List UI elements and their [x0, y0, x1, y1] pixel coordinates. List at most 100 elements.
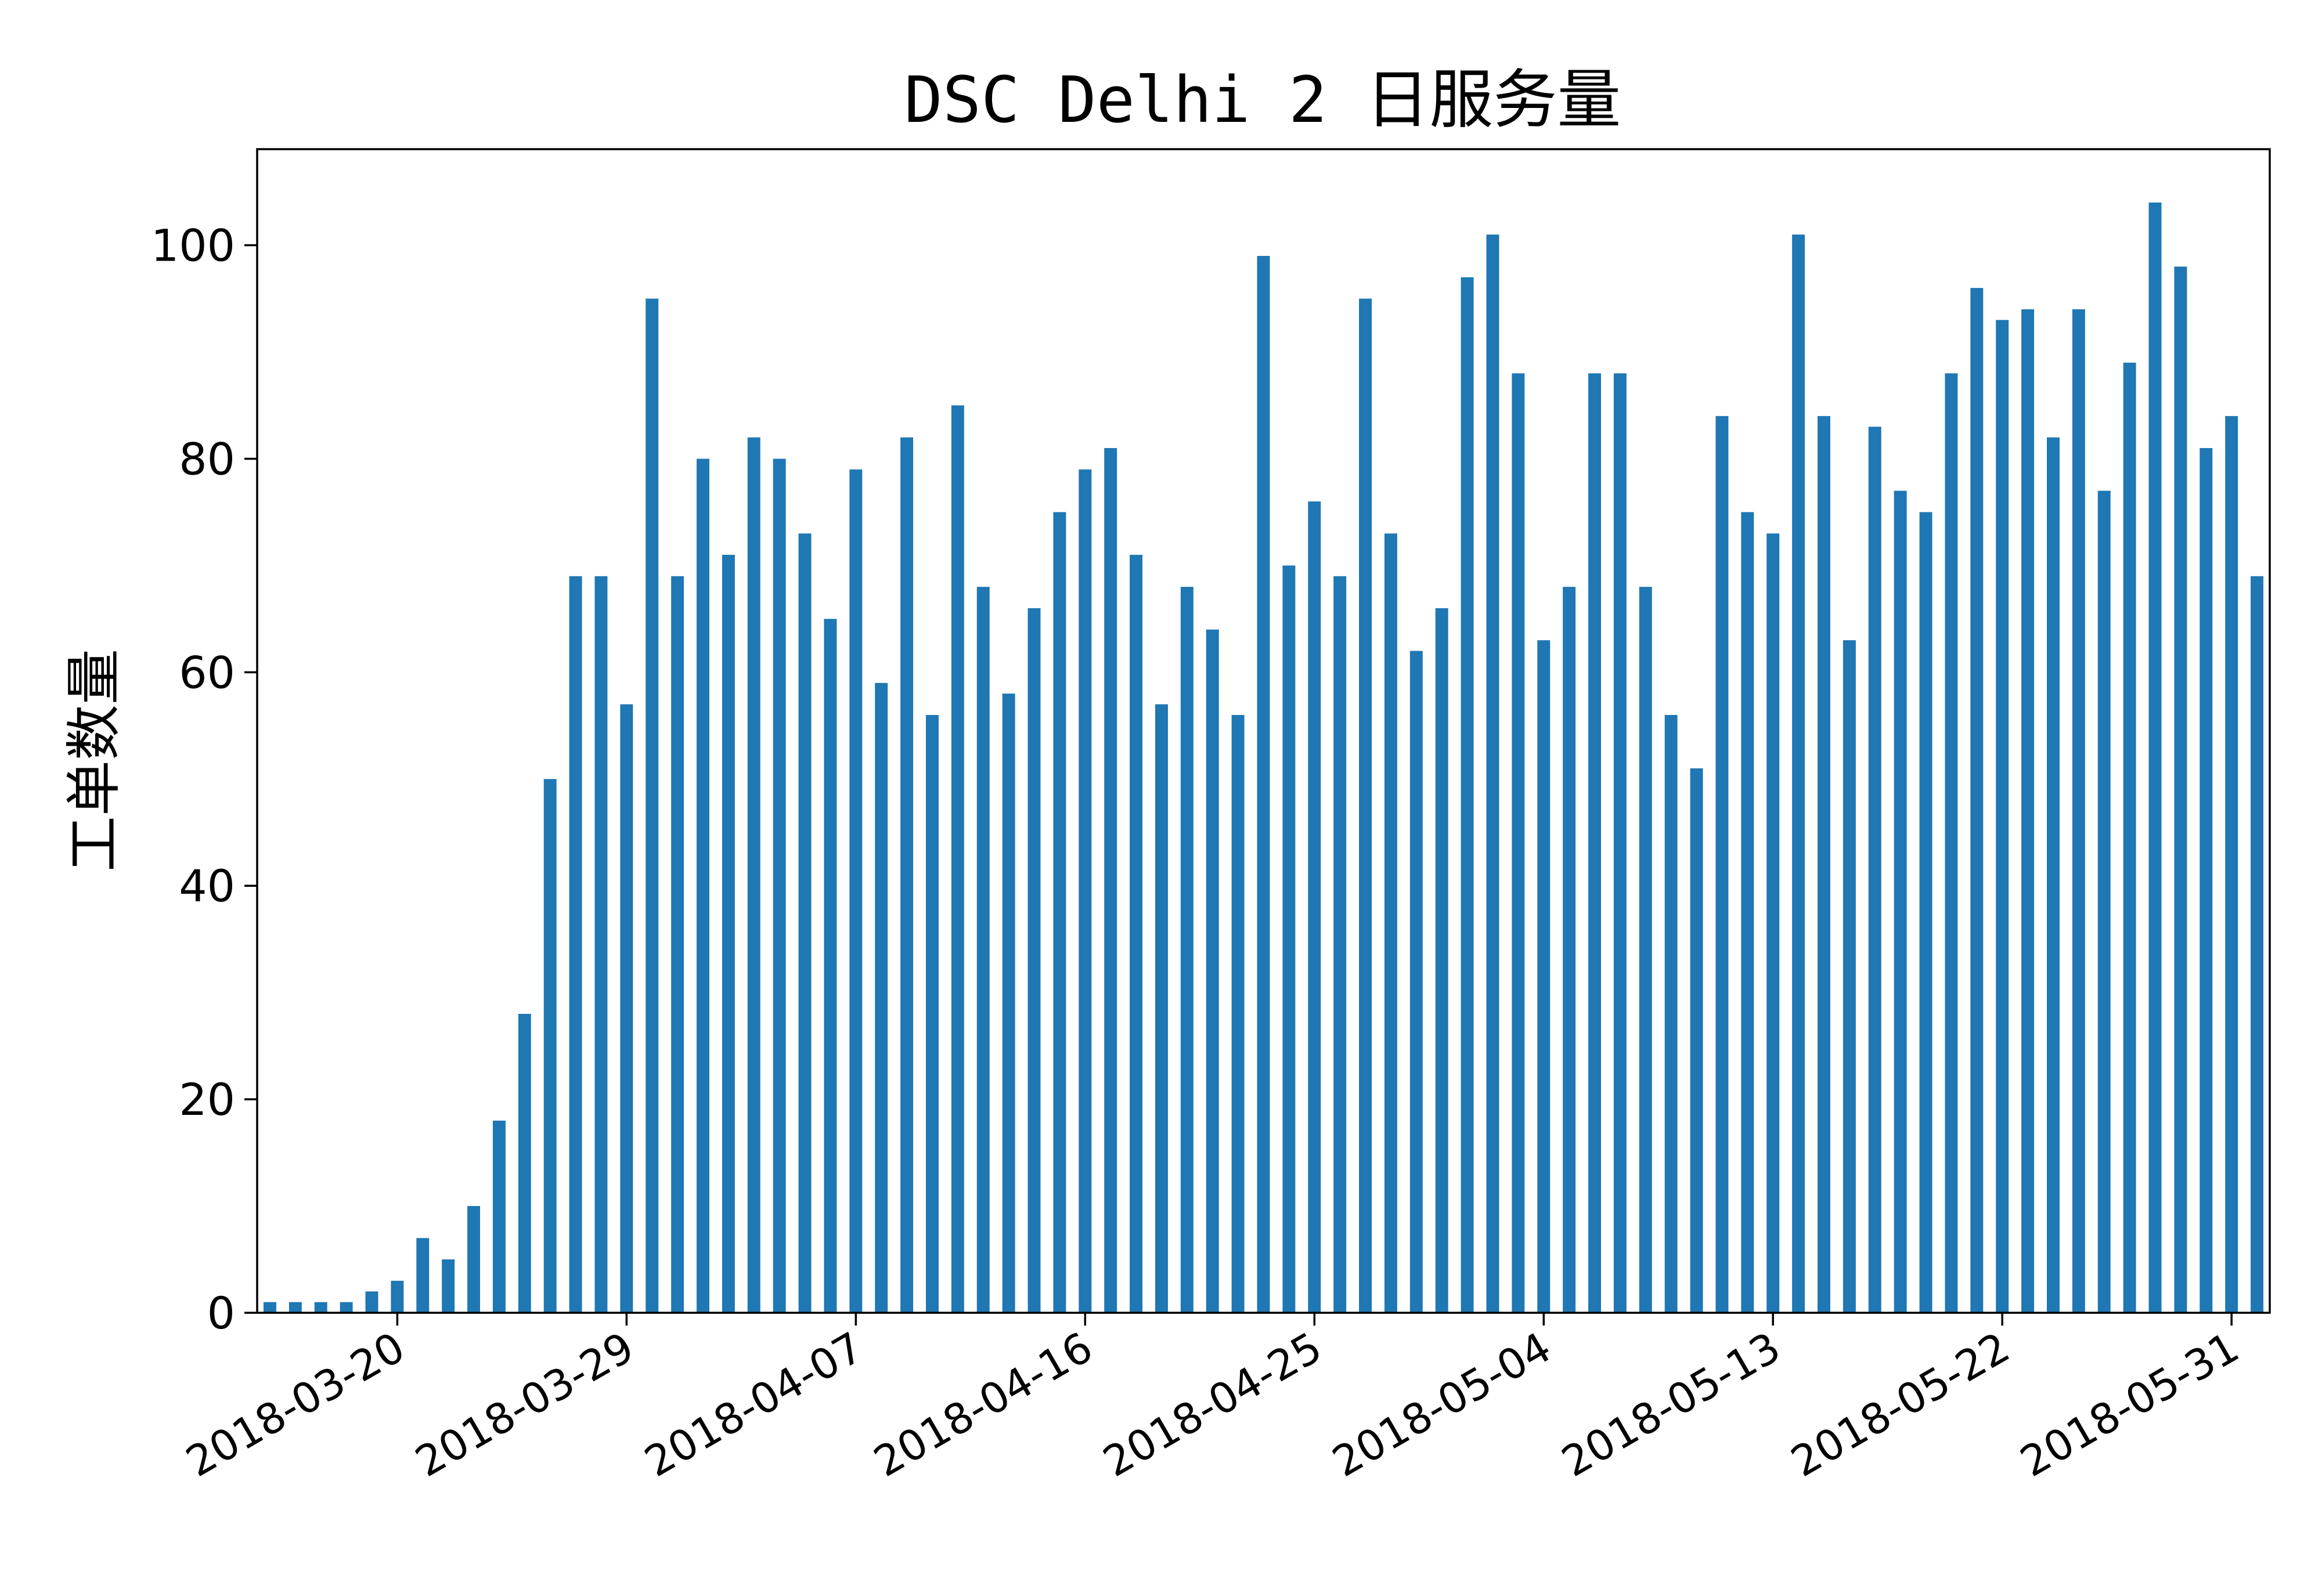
- bar-2018-05-31: [2225, 416, 2238, 1313]
- y-axis-ticks: 0 20 40 60 80 100: [151, 220, 257, 1339]
- bar-2018-03-20: [391, 1280, 404, 1313]
- bar-2018-04-17: [1104, 448, 1117, 1313]
- chart-title: DSC Delhi 2 日服务量: [904, 63, 1621, 137]
- bar-2018-04-11: [951, 405, 964, 1313]
- bar-2018-04-04: [773, 458, 786, 1313]
- bar-2018-04-13: [1002, 694, 1015, 1313]
- bar-2018-05-07: [1613, 373, 1627, 1313]
- y-tick-label: 20: [179, 1074, 235, 1125]
- bar-2018-03-23: [467, 1206, 481, 1313]
- bar-2018-05-18: [1894, 490, 1907, 1313]
- bar-2018-03-19: [365, 1291, 378, 1313]
- bar-2018-05-16: [1843, 640, 1856, 1313]
- bar-2018-05-03: [1512, 373, 1525, 1313]
- bar-2018-05-17: [1868, 427, 1881, 1313]
- bar-2018-03-29: [620, 704, 633, 1313]
- x-tick-label: 2018-04-07: [636, 1323, 871, 1486]
- bar-2018-04-25: [1308, 501, 1321, 1313]
- x-axis-ticks: 2018-03-202018-03-292018-04-072018-04-16…: [178, 1313, 2247, 1486]
- bar-2018-04-18: [1130, 554, 1143, 1313]
- bar-2018-03-16: [289, 1302, 302, 1313]
- bar-2018-04-21: [1206, 629, 1219, 1313]
- x-tick-label: 2018-05-22: [1783, 1323, 2017, 1486]
- bar-2018-04-30: [1435, 608, 1448, 1313]
- bar-2018-03-17: [314, 1302, 327, 1313]
- bar-2018-04-01: [697, 458, 709, 1313]
- bar-2018-05-10: [1690, 768, 1703, 1313]
- bar-2018-05-29: [2174, 266, 2187, 1313]
- bar-2018-03-21: [416, 1238, 430, 1313]
- bar-2018-03-30: [646, 298, 659, 1313]
- bar-2018-05-02: [1486, 234, 1499, 1313]
- bar-2018-04-09: [900, 437, 914, 1313]
- bar-2018-03-28: [594, 576, 608, 1313]
- bar-2018-04-06: [824, 619, 837, 1313]
- x-tick-label: 2018-03-20: [178, 1323, 412, 1486]
- y-axis-label: 工单数量: [62, 649, 127, 872]
- bar-2018-05-30: [2200, 448, 2213, 1313]
- bar-2018-04-10: [926, 714, 939, 1313]
- bar-2018-05-01: [1461, 277, 1474, 1313]
- bar-2018-04-24: [1282, 565, 1296, 1313]
- bar-2018-03-31: [671, 576, 684, 1313]
- bar-2018-03-26: [543, 779, 557, 1313]
- bar-2018-04-16: [1079, 469, 1092, 1313]
- bar-2018-03-18: [340, 1302, 353, 1313]
- bar-2018-04-29: [1409, 651, 1423, 1313]
- x-tick-label: 2018-03-29: [407, 1323, 641, 1486]
- bar-2018-05-08: [1639, 587, 1652, 1313]
- y-tick-label: 40: [179, 860, 235, 912]
- bar-2018-06-01: [2251, 576, 2264, 1313]
- bar-2018-05-14: [1792, 234, 1805, 1313]
- x-tick-label: 2018-04-25: [1095, 1323, 1329, 1486]
- bar-2018-05-15: [1818, 416, 1830, 1313]
- x-tick-label: 2018-05-04: [1324, 1323, 1559, 1486]
- bar-2018-05-28: [2148, 202, 2162, 1313]
- bar-2018-04-26: [1333, 576, 1347, 1313]
- bar-2018-05-27: [2123, 362, 2136, 1313]
- bar-2018-04-19: [1155, 704, 1168, 1313]
- y-tick-label: 60: [179, 647, 235, 698]
- bar-2018-03-15: [263, 1302, 276, 1313]
- bar-2018-04-07: [849, 469, 863, 1313]
- bar-2018-05-05: [1563, 587, 1576, 1313]
- bar-2018-04-22: [1231, 714, 1245, 1313]
- bar-2018-05-25: [2072, 309, 2085, 1313]
- bar-2018-04-20: [1180, 587, 1194, 1313]
- bar-2018-04-15: [1053, 512, 1066, 1313]
- bar-2018-04-27: [1359, 298, 1372, 1313]
- bar-2018-05-26: [2097, 490, 2111, 1313]
- x-tick-label: 2018-04-16: [866, 1323, 1100, 1486]
- bar-2018-03-22: [442, 1259, 455, 1313]
- bar-2018-05-04: [1537, 640, 1551, 1313]
- bar-2018-03-24: [492, 1120, 506, 1313]
- bar-2018-05-11: [1715, 416, 1729, 1313]
- y-tick-label: 80: [179, 433, 235, 485]
- bar-2018-05-21: [1970, 288, 1984, 1313]
- bar-2018-05-20: [1945, 373, 1958, 1313]
- bar-2018-05-22: [1996, 320, 2009, 1313]
- plot-area-frame: [256, 148, 2271, 1314]
- bar-2018-04-23: [1257, 255, 1270, 1313]
- bar-2018-04-05: [798, 533, 812, 1313]
- bar-2018-05-13: [1766, 533, 1780, 1313]
- bar-2018-04-02: [722, 554, 735, 1313]
- bar-2018-03-27: [569, 576, 582, 1313]
- bar-2018-04-08: [875, 683, 888, 1313]
- bar-2018-05-19: [1919, 512, 1932, 1313]
- bars-group: [263, 202, 2264, 1313]
- bar-2018-04-03: [747, 437, 760, 1313]
- bar-2018-04-12: [976, 587, 990, 1313]
- bar-2018-05-24: [2046, 437, 2060, 1313]
- bar-2018-04-14: [1027, 608, 1041, 1313]
- y-tick-label: 100: [151, 220, 235, 272]
- bar-2018-03-25: [518, 1013, 531, 1313]
- bar-2018-04-28: [1384, 533, 1397, 1313]
- bar-2018-05-23: [2021, 309, 2035, 1313]
- bar-2018-05-06: [1588, 373, 1601, 1313]
- x-tick-label: 2018-05-13: [1553, 1323, 1788, 1486]
- bar-2018-05-09: [1664, 714, 1678, 1313]
- bar-2018-05-12: [1741, 512, 1754, 1313]
- x-tick-label: 2018-05-31: [2012, 1323, 2247, 1486]
